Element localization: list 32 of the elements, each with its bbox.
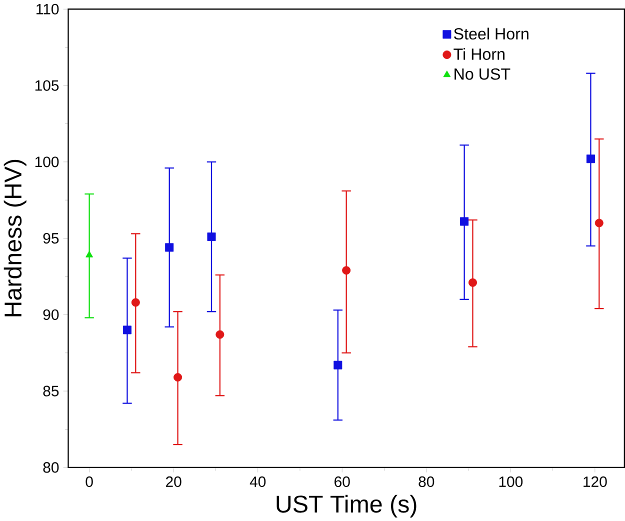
y-tick-label: 95 [43,232,59,244]
point [594,218,604,228]
point [216,330,224,339]
x-tick-label: 100 [499,476,523,487]
x-tick-label: 80 [418,476,434,487]
x-tick-label: 0 [86,476,93,487]
x-axis-title: UST Time (s) [276,494,416,518]
point [342,266,351,274]
point [460,217,469,226]
point [86,250,94,258]
x-tick-label: 40 [250,476,266,487]
point [131,298,140,307]
y-tick-label: 90 [43,309,59,320]
legend-label: Ti Horn [454,48,504,60]
x-tick-label: 120 [584,476,607,487]
point [207,232,216,241]
y-axis-title: Hardness (HV) [4,160,26,316]
y-tick-label: 110 [36,4,59,14]
x-tick-label: 60 [334,476,350,487]
point [468,278,477,287]
y-tick-label: 105 [35,80,59,91]
point [174,372,182,382]
y-tick-label: 85 [43,386,59,396]
point [586,154,595,163]
x-tick-label: 20 [166,476,182,487]
point [165,243,174,252]
y-tick-label: 100 [35,156,59,168]
point [334,360,342,370]
point [122,326,132,334]
legend-label: No UST [454,68,510,80]
y-tick-label: 80 [43,462,59,473]
legend-label: Steel Horn [454,28,528,40]
